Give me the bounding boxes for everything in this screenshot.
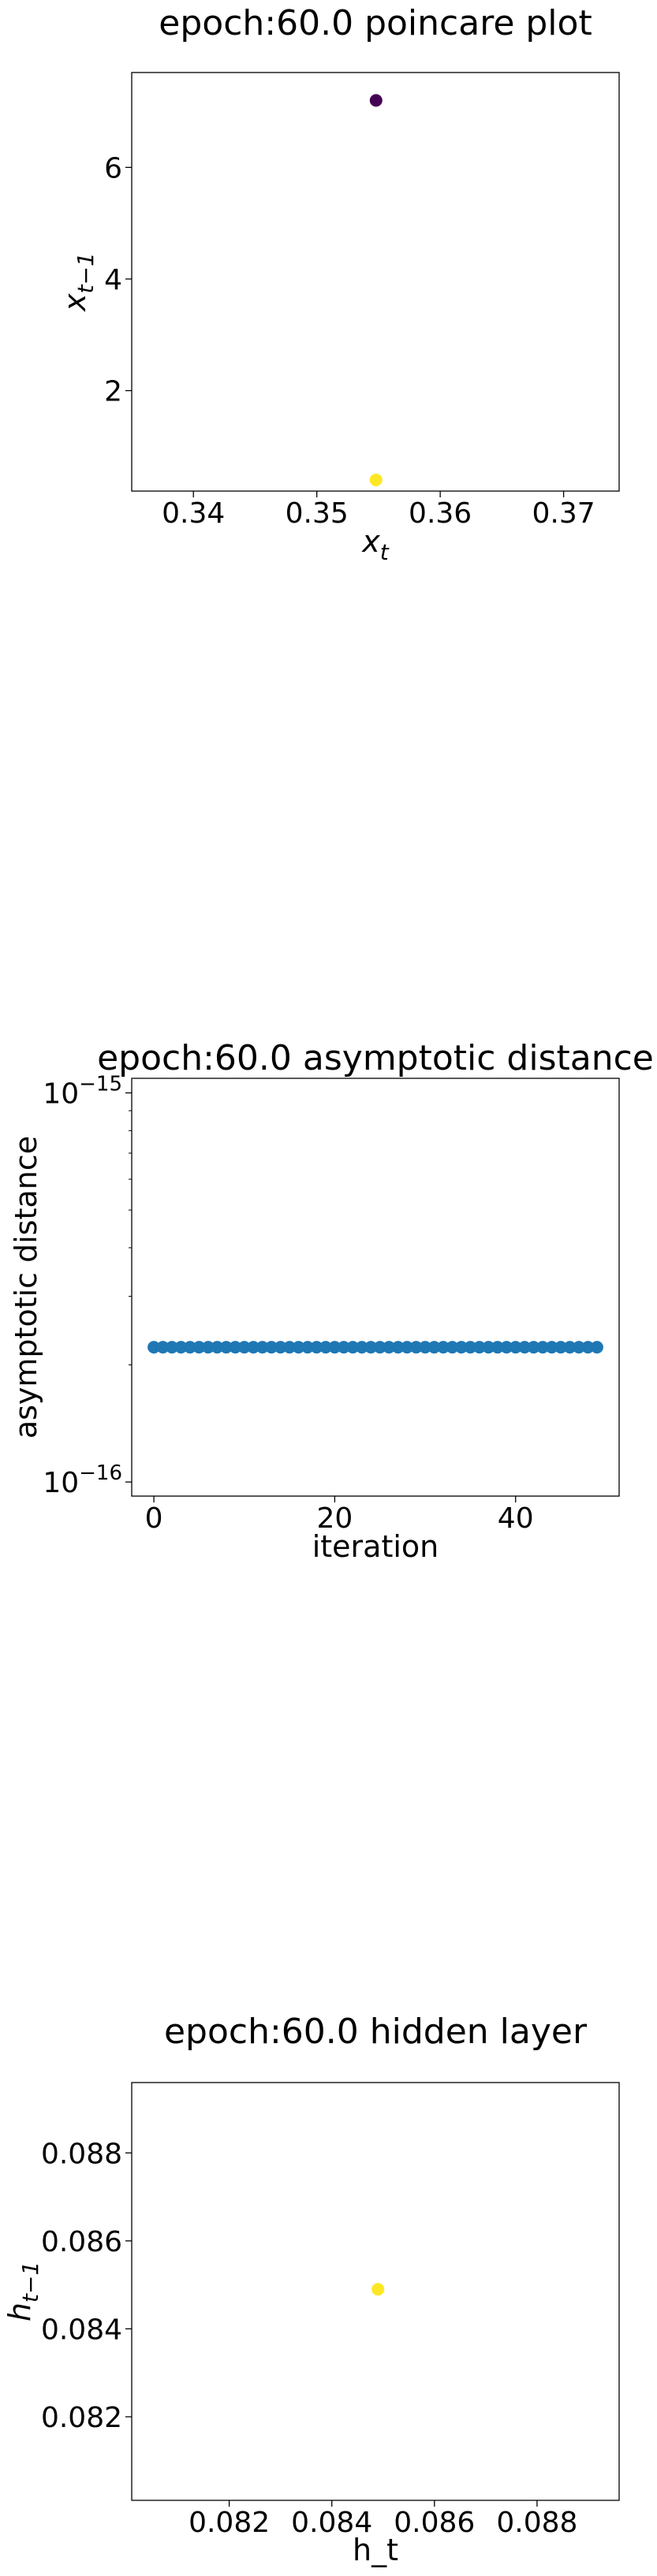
data-point xyxy=(292,1341,305,1354)
data-point xyxy=(319,1341,332,1354)
x-axis-label: iteration xyxy=(312,1529,439,1564)
data-point xyxy=(419,1341,432,1354)
data-point xyxy=(373,1341,386,1354)
data-point xyxy=(436,1341,450,1354)
data-point xyxy=(328,1341,342,1354)
data-point xyxy=(346,1341,360,1354)
data-point xyxy=(237,1341,251,1354)
data-point xyxy=(283,1341,297,1354)
y-tick-label: 2 xyxy=(104,376,122,408)
chart-3: epoch:60.0 hidden layer 0.082 0.084 0.086 0.… xyxy=(2,2012,620,2567)
data-point xyxy=(536,1341,550,1354)
x-tick-label: 40 xyxy=(498,1502,534,1535)
data-point xyxy=(301,1341,315,1354)
data-point xyxy=(337,1341,350,1354)
y-tick-label: 10−15 xyxy=(43,1072,122,1110)
y-tick-label: 0.084 xyxy=(41,2314,122,2346)
x-axis-label: xt xyxy=(361,524,390,565)
data-point xyxy=(156,1341,170,1354)
data-point xyxy=(201,1341,215,1354)
data-point xyxy=(211,1341,224,1354)
x-tick-label: 0.37 xyxy=(532,497,595,530)
data-point xyxy=(572,1341,585,1354)
y-axis-label: ht−1 xyxy=(2,2261,43,2321)
y-tick-label: 4 xyxy=(104,264,122,296)
data-point xyxy=(229,1341,242,1354)
data-point xyxy=(371,2283,385,2296)
data-point xyxy=(364,1341,378,1354)
data-point xyxy=(482,1341,495,1354)
chart-2: epoch:60.0 asymptotic distance 0 20 40 10−16… xyxy=(9,1038,654,1564)
data-point xyxy=(383,1341,396,1354)
data-point xyxy=(369,473,383,486)
data-point xyxy=(472,1341,486,1354)
data-point xyxy=(427,1341,441,1354)
data-point xyxy=(219,1341,233,1354)
plot-frame xyxy=(131,2082,620,2501)
data-point xyxy=(192,1341,206,1354)
data-point xyxy=(491,1341,504,1354)
x-tick-label: 20 xyxy=(316,1502,353,1535)
chart-title: epoch:60.0 hidden layer xyxy=(164,2012,588,2052)
data-point xyxy=(509,1341,522,1354)
data-point xyxy=(355,1341,368,1354)
data-point xyxy=(446,1341,459,1354)
data-point xyxy=(391,1341,405,1354)
data-point xyxy=(369,94,383,107)
y-tick-label: 6 xyxy=(104,152,122,184)
data-point xyxy=(454,1341,468,1354)
data-point xyxy=(590,1341,603,1354)
chart-1: epoch:60.0 poincare plot 0.34 0.35 0.36 0.37… xyxy=(58,3,620,565)
y-tick-label: 0.086 xyxy=(41,2226,122,2258)
data-point xyxy=(265,1341,278,1354)
data-point xyxy=(147,1341,161,1354)
x-axis-label: h_t xyxy=(353,2533,398,2567)
data-point xyxy=(554,1341,568,1354)
x-tick-label: 0.36 xyxy=(409,497,472,530)
data-point xyxy=(563,1341,577,1354)
data-point xyxy=(500,1341,513,1354)
data-point xyxy=(166,1341,179,1354)
x-tick-label: 0.35 xyxy=(286,497,349,530)
plot-frame xyxy=(131,1078,620,1497)
y-tick-label: 0.088 xyxy=(41,2138,122,2170)
data-point xyxy=(527,1341,540,1354)
data-point xyxy=(256,1341,269,1354)
chart-title: epoch:60.0 asymptotic distance xyxy=(97,1038,654,1078)
y-axis-label: xt−1 xyxy=(58,252,99,312)
data-point xyxy=(310,1341,323,1354)
data-point xyxy=(518,1341,532,1354)
chart-title: epoch:60.0 poincare plot xyxy=(159,3,592,43)
x-tick-label: 0.082 xyxy=(189,2507,270,2539)
data-point xyxy=(409,1341,423,1354)
x-tick-label: 0 xyxy=(145,1502,163,1535)
data-point xyxy=(464,1341,477,1354)
data-point xyxy=(401,1341,414,1354)
data-point xyxy=(581,1341,595,1354)
data-point xyxy=(174,1341,188,1354)
y-tick-label: 0.082 xyxy=(41,2402,122,2434)
y-tick-label: 10−16 xyxy=(43,1461,122,1499)
y-axis-label: asymptotic distance xyxy=(9,1136,43,1439)
x-tick-label: 0.084 xyxy=(291,2507,372,2539)
x-tick-label: 0.086 xyxy=(394,2507,475,2539)
x-tick-label: 0.088 xyxy=(496,2507,577,2539)
plot-frame xyxy=(131,72,620,492)
x-tick-label: 0.34 xyxy=(162,497,225,530)
data-point xyxy=(183,1341,196,1354)
data-point xyxy=(545,1341,558,1354)
data-point xyxy=(274,1341,287,1354)
data-point xyxy=(247,1341,260,1354)
